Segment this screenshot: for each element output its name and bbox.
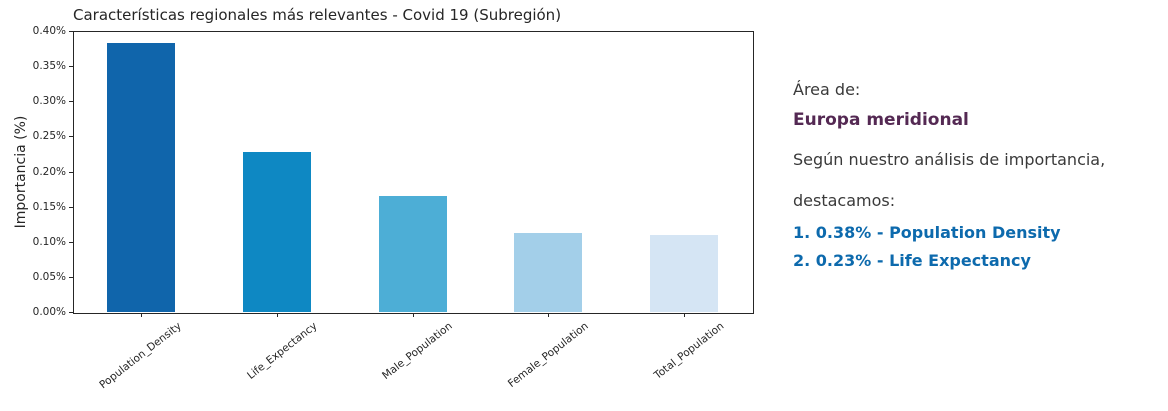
y-tick-mark <box>69 171 73 173</box>
x-tick-mark <box>548 313 550 317</box>
x-tick-mark <box>684 313 686 317</box>
region-name: Europa meridional <box>793 110 969 130</box>
y-tick-mark <box>69 206 73 208</box>
x-tick-label: Female_Population <box>505 320 591 391</box>
y-tick-label: 0.40% <box>32 25 66 37</box>
y-tick-label: 0.25% <box>32 130 66 143</box>
x-tick-mark <box>276 313 278 317</box>
analysis-text-line-1: Según nuestro análisis de importancia, <box>793 150 1106 169</box>
bar-female_population <box>514 233 583 312</box>
y-tick-mark <box>69 101 73 103</box>
area-label: Área de: <box>793 80 861 99</box>
x-tick-mark <box>412 313 414 317</box>
x-tick-label: Population_Density <box>96 320 184 392</box>
y-tick-label: 0.05% <box>32 270 66 283</box>
y-tick-label: 0.00% <box>32 306 66 318</box>
bar-life_expectancy <box>242 151 311 312</box>
highlight-item: 1. 0.38% - Population Density <box>793 223 1061 242</box>
y-tick-mark <box>69 136 73 138</box>
y-tick-label: 0.35% <box>32 60 66 73</box>
y-tick-mark <box>69 276 73 278</box>
y-tick-mark <box>69 31 73 32</box>
analysis-text-line-2: destacamos: <box>793 191 896 210</box>
bar-total_population <box>650 235 719 312</box>
y-tick-mark <box>69 241 73 243</box>
y-tick-mark <box>69 66 73 68</box>
y-tick-label: 0.15% <box>32 200 66 213</box>
y-tick-label: 0.20% <box>32 165 66 178</box>
bar-population_density <box>106 42 175 312</box>
chart-title: Características regionales más relevante… <box>73 6 562 24</box>
x-tick-label: Life_Expectancy <box>244 320 320 382</box>
highlight-item: 2. 0.23% - Life Expectancy <box>793 251 1031 270</box>
y-tick-mark <box>69 312 73 313</box>
x-tick-label: Total_Population <box>652 320 727 382</box>
y-tick-label: 0.10% <box>32 235 66 248</box>
y-tick-label: 0.30% <box>32 95 66 108</box>
x-tick-mark <box>140 313 142 317</box>
x-tick-label: Male_Population <box>380 320 455 382</box>
bar-male_population <box>378 196 447 312</box>
